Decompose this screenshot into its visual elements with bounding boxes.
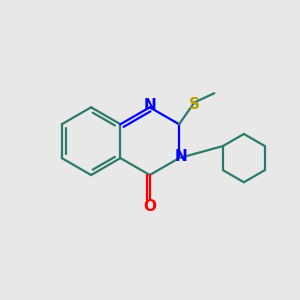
Text: O: O bbox=[143, 199, 156, 214]
Text: N: N bbox=[143, 98, 156, 113]
Text: N: N bbox=[175, 149, 188, 164]
Text: S: S bbox=[189, 97, 200, 112]
